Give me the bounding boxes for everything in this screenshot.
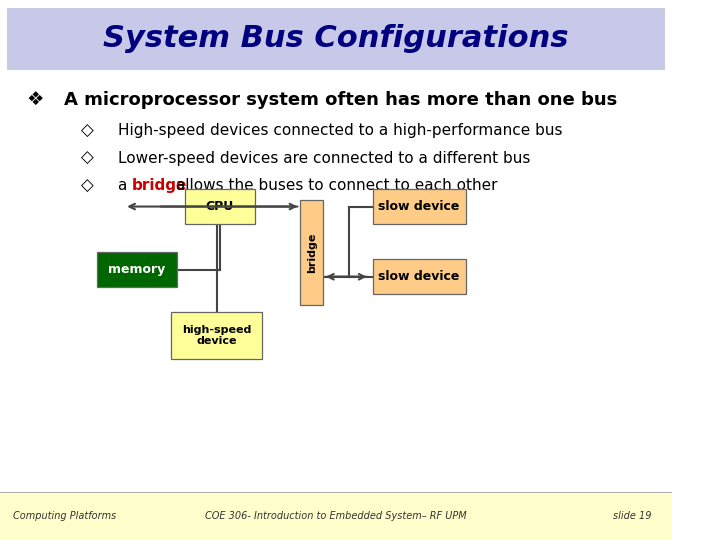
Text: high-speed
device: high-speed device <box>182 325 251 346</box>
Text: ❖: ❖ <box>27 90 45 110</box>
Text: COE 306- Introduction to Embedded System– RF UPM: COE 306- Introduction to Embedded System… <box>205 511 467 521</box>
Text: System Bus Configurations: System Bus Configurations <box>103 24 569 53</box>
Text: slow device: slow device <box>379 200 460 213</box>
Bar <box>300 200 323 305</box>
Bar <box>0 492 672 540</box>
Bar <box>6 8 665 70</box>
Text: slow device: slow device <box>379 270 460 284</box>
Text: A microprocessor system often has more than one bus: A microprocessor system often has more t… <box>64 91 617 109</box>
Text: bridge: bridge <box>307 232 317 273</box>
Text: slide 19: slide 19 <box>613 511 652 521</box>
Bar <box>373 259 466 294</box>
Text: High-speed devices connected to a high-performance bus: High-speed devices connected to a high-p… <box>117 123 562 138</box>
Text: CPU: CPU <box>206 200 234 213</box>
Text: ◇: ◇ <box>81 177 94 195</box>
Bar <box>373 189 466 224</box>
Bar <box>97 252 176 287</box>
Bar <box>171 312 262 359</box>
Text: bridge: bridge <box>132 178 187 193</box>
Text: memory: memory <box>109 263 166 276</box>
Text: ◇: ◇ <box>81 122 94 140</box>
Text: Lower-speed devices are connected to a different bus: Lower-speed devices are connected to a d… <box>117 151 530 166</box>
Text: a: a <box>117 178 132 193</box>
Bar <box>185 189 256 224</box>
Text: Computing Platforms: Computing Platforms <box>14 511 117 521</box>
Text: ◇: ◇ <box>81 149 94 167</box>
Text: allows the buses to connect to each other: allows the buses to connect to each othe… <box>171 178 497 193</box>
